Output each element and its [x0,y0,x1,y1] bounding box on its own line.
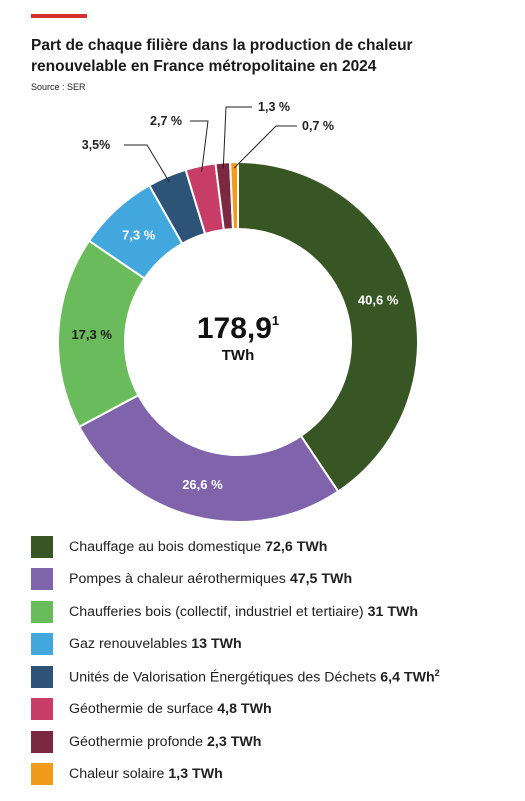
legend-item-gaz-renouvelables: Gaz renouvelables 13 TWh [31,632,521,657]
legend-value: 13 TWh [191,636,242,652]
leader-line-chaleur-solaire [233,125,297,169]
legend-swatch [31,535,53,558]
leader-line-geothermie-profonde [222,106,252,169]
legend-label: Géothermie profonde [69,733,208,750]
legend-value: 4,8 TWh [217,701,272,717]
legend-label: Géothermie de surface [69,701,218,717]
legend-item-unites-de-valorisation-energetiques-des-dechets: Unités de Valorisation Énergétiques des … [31,664,521,689]
legend-text: Chaleur solaire 1,3 TWh [69,766,223,782]
legend-item-pompes-a-chaleur-aerothermiques: Pompes à chaleur aérothermiques 47,5 TWh [31,567,521,592]
legend-item-chaufferies-bois-collectif-industriel-et-tertiaire: Chaufferies bois (collectif, industriel … [31,599,521,624]
legend-swatch [31,665,53,688]
legend-text: Pompes à chaleur aérothermiques 47,5 TWh [69,571,352,587]
source-note: Source : SER [31,82,86,92]
leader-line-geothermie-de-surface [190,120,209,172]
slice-label-unites-de-valorisation-energetiques-des-dechets: 3,5% [82,138,111,152]
legend-label: Chaufferies bois (collectif, industriel … [69,603,368,620]
legend-swatch [31,633,53,655]
legend-value: 31 TWh [367,603,419,620]
legend-text: Géothermie de surface 4,8 TWh [69,701,272,717]
slice-pompes-a-chaleur-aerothermiques [77,393,340,523]
slice-label-chaufferies-bois-collectif-industriel-et-tertiaire: 17,3 % [71,327,112,342]
legend-swatch [31,698,53,720]
legend-item-geothermie-de-surface: Géothermie de surface 4,8 TWh [31,697,521,722]
legend-text: Unités de Valorisation Énergétiques des … [69,668,440,686]
legend-item-chaleur-solaire: Chaleur solaire 1,3 TWh [31,762,521,787]
chart-title-line-2: renouvelable en France métropolitaine en… [31,58,377,75]
legend-label: Chaleur solaire [69,766,169,782]
legend-text: Chaufferies bois (collectif, industriel … [69,604,418,620]
legend-label: Pompes à chaleur aérothermiques [69,571,290,587]
slice-label-geothermie-profonde: 1,3 % [258,100,290,114]
chart-title: Part de chaque filière dans la productio… [31,35,511,77]
legend-value: 2,3 TWh [207,733,262,750]
slice-label-chauffage-au-bois-domestique: 40,6 % [358,292,399,307]
legend-label: Gaz renouvelables [69,636,192,652]
leader-line-unites-de-valorisation-energetiques-des-dechets [124,144,170,183]
legend-value: 1,3 TWh [168,766,223,782]
legend-swatch [31,568,53,590]
chart-legend: Chauffage au bois domestique 72,6 TWh Pom… [31,534,521,794]
center-total-unit: TWh [222,347,254,364]
legend-item-chauffage-au-bois-domestique: Chauffage au bois domestique 72,6 TWh [31,534,521,559]
legend-label: Chauffage au bois domestique [69,538,266,555]
slice-label-chaleur-solaire: 0,7 % [302,119,334,133]
slice-chaleur-solaire [229,160,239,231]
legend-swatch [31,730,53,753]
legend-value: 47,5 TWh [289,571,353,587]
slice-label-gaz-renouvelables: 7,3 % [122,227,156,242]
legend-text: Géothermie profonde 2,3 TWh [69,734,261,750]
legend-text: Gaz renouvelables 13 TWh [69,636,242,652]
center-total-superscript: 1 [272,313,279,328]
legend-text: Chauffage au bois domestique 72,6 TWh [69,539,327,555]
legend-swatch [31,763,53,785]
slice-label-geothermie-de-surface: 2,7 % [150,114,182,128]
donut-chart: 40,6 % 26,6 % 17,3 % 7,3 % 3,5% 2,7 % 1,3 % 0,7… [57,100,419,523]
legend-item-geothermie-profonde: Géothermie profonde 2,3 TWh [31,729,521,754]
accent-bar [31,14,87,18]
legend-value-superscript: 2 [434,667,440,678]
chart-title-line-1: Part de chaque filière dans la productio… [31,37,413,54]
slice-chauffage-au-bois-domestique [237,160,419,493]
slice-label-pompes-a-chaleur-aerothermiques: 26,6 % [182,477,223,492]
legend-value: 72,6 TWh [265,538,328,555]
legend-label: Unités de Valorisation Énergétiques des … [69,669,381,686]
legend-swatch [31,600,53,623]
legend-value: 6,4 TWh [380,669,435,686]
center-total-value: 178,91 [197,312,279,345]
